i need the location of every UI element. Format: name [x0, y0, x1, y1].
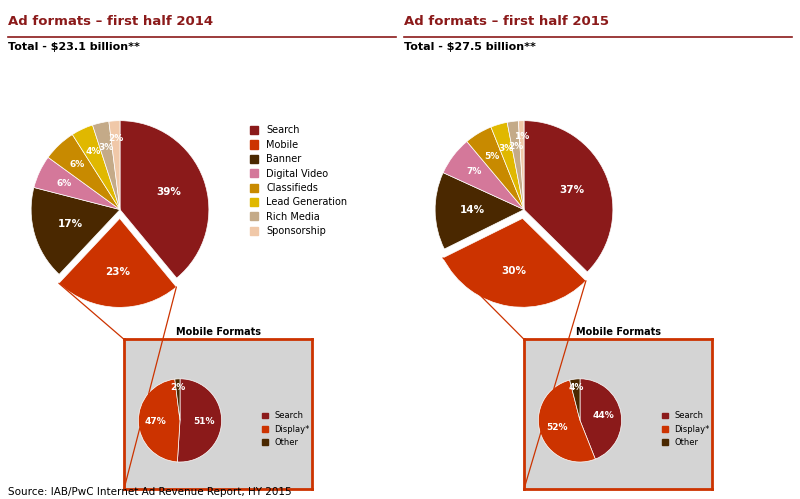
Wedge shape [580, 379, 622, 459]
Text: Total - $23.1 billion**: Total - $23.1 billion** [8, 42, 140, 52]
Text: 3%: 3% [98, 143, 114, 152]
Wedge shape [120, 121, 209, 278]
Text: 2%: 2% [508, 142, 523, 151]
Text: 17%: 17% [58, 219, 83, 229]
Wedge shape [538, 380, 595, 462]
Text: Ad formats – first half 2014: Ad formats – first half 2014 [8, 15, 213, 28]
Text: 51%: 51% [194, 417, 215, 426]
Title: Mobile Formats: Mobile Formats [575, 327, 661, 337]
Wedge shape [570, 379, 580, 420]
Wedge shape [524, 121, 613, 272]
Wedge shape [109, 121, 120, 210]
Legend: Search, Mobile, Banner, Digital Video, Classifieds, Lead Generation, Rich Media,: Search, Mobile, Banner, Digital Video, C… [250, 125, 347, 236]
Wedge shape [507, 121, 524, 210]
Wedge shape [48, 135, 120, 210]
Wedge shape [138, 379, 180, 462]
Wedge shape [31, 188, 120, 274]
Text: 6%: 6% [70, 160, 85, 169]
Legend: Search, Display*, Other: Search, Display*, Other [262, 412, 310, 447]
Text: Ad formats – first half 2015: Ad formats – first half 2015 [404, 15, 609, 28]
Text: 3%: 3% [498, 144, 514, 153]
Wedge shape [491, 122, 524, 210]
Wedge shape [443, 142, 524, 210]
Wedge shape [72, 125, 120, 210]
Text: 30%: 30% [502, 266, 526, 276]
Text: 47%: 47% [145, 417, 166, 426]
Wedge shape [34, 157, 120, 210]
Wedge shape [435, 173, 524, 249]
Text: 39%: 39% [156, 187, 181, 197]
Text: 14%: 14% [460, 206, 485, 216]
Text: Total - $27.5 billion**: Total - $27.5 billion** [404, 42, 536, 52]
Text: 4%: 4% [85, 147, 101, 156]
Text: 23%: 23% [106, 267, 130, 277]
Text: 6%: 6% [56, 179, 71, 188]
Legend: Search, Display*, Other: Search, Display*, Other [662, 412, 710, 447]
Text: 7%: 7% [466, 167, 482, 177]
Text: 4%: 4% [568, 383, 583, 392]
Text: 37%: 37% [559, 185, 584, 195]
Text: 44%: 44% [593, 411, 614, 420]
Text: 52%: 52% [546, 423, 568, 432]
Wedge shape [178, 379, 222, 462]
Text: 2%: 2% [108, 134, 123, 143]
Wedge shape [467, 127, 524, 210]
Title: Mobile Formats: Mobile Formats [175, 327, 261, 337]
Text: 1%: 1% [514, 132, 530, 141]
Text: 5%: 5% [485, 152, 500, 161]
Wedge shape [443, 219, 586, 307]
Wedge shape [518, 121, 524, 210]
Wedge shape [59, 219, 176, 307]
Text: Source: IAB/PwC Internet Ad Revenue Report, HY 2015: Source: IAB/PwC Internet Ad Revenue Repo… [8, 487, 292, 497]
Text: 2%: 2% [170, 383, 186, 392]
Wedge shape [174, 379, 180, 420]
Wedge shape [93, 121, 120, 210]
